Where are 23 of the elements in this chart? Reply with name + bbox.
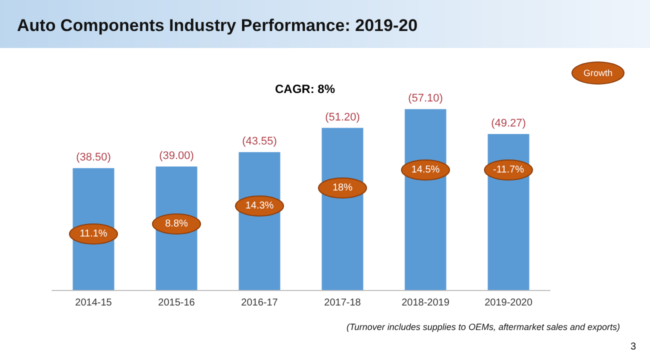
annotation: 8.8% xyxy=(165,218,188,230)
data-label: (38.50) xyxy=(76,152,111,164)
x-tick-label: 2019-2020 xyxy=(484,298,533,308)
chart-title: Auto Components Industry Performance: 2019-20 xyxy=(17,16,418,35)
x-tick-label: 2014-15 xyxy=(75,298,112,308)
text: (Turnover includes supplies to OEMs, aftermarket sales and exports) xyxy=(346,322,620,332)
annotation: 18% xyxy=(332,182,353,194)
x-tick-label: 2016-17 xyxy=(241,298,278,308)
annotation: 14.3% xyxy=(245,200,274,212)
data-label: (39.00) xyxy=(159,150,194,162)
x-tick-label: 2015-16 xyxy=(158,298,196,308)
text: Growth xyxy=(583,68,613,78)
data-label: (57.10) xyxy=(408,92,443,105)
annotation: 14.5% xyxy=(411,164,440,176)
data-label: (43.55) xyxy=(242,136,277,148)
x-tick-label: 2017-18 xyxy=(324,298,362,308)
chart-subtitle: CAGR: 8% xyxy=(274,82,336,96)
text: 3 xyxy=(630,342,636,352)
data-label: (51.20) xyxy=(325,111,360,124)
annotation: 11.1% xyxy=(80,228,108,240)
data-label: (49.27) xyxy=(491,117,526,130)
x-tick-label: 2018-2019 xyxy=(402,298,450,308)
annotation: -11.7% xyxy=(493,164,524,176)
